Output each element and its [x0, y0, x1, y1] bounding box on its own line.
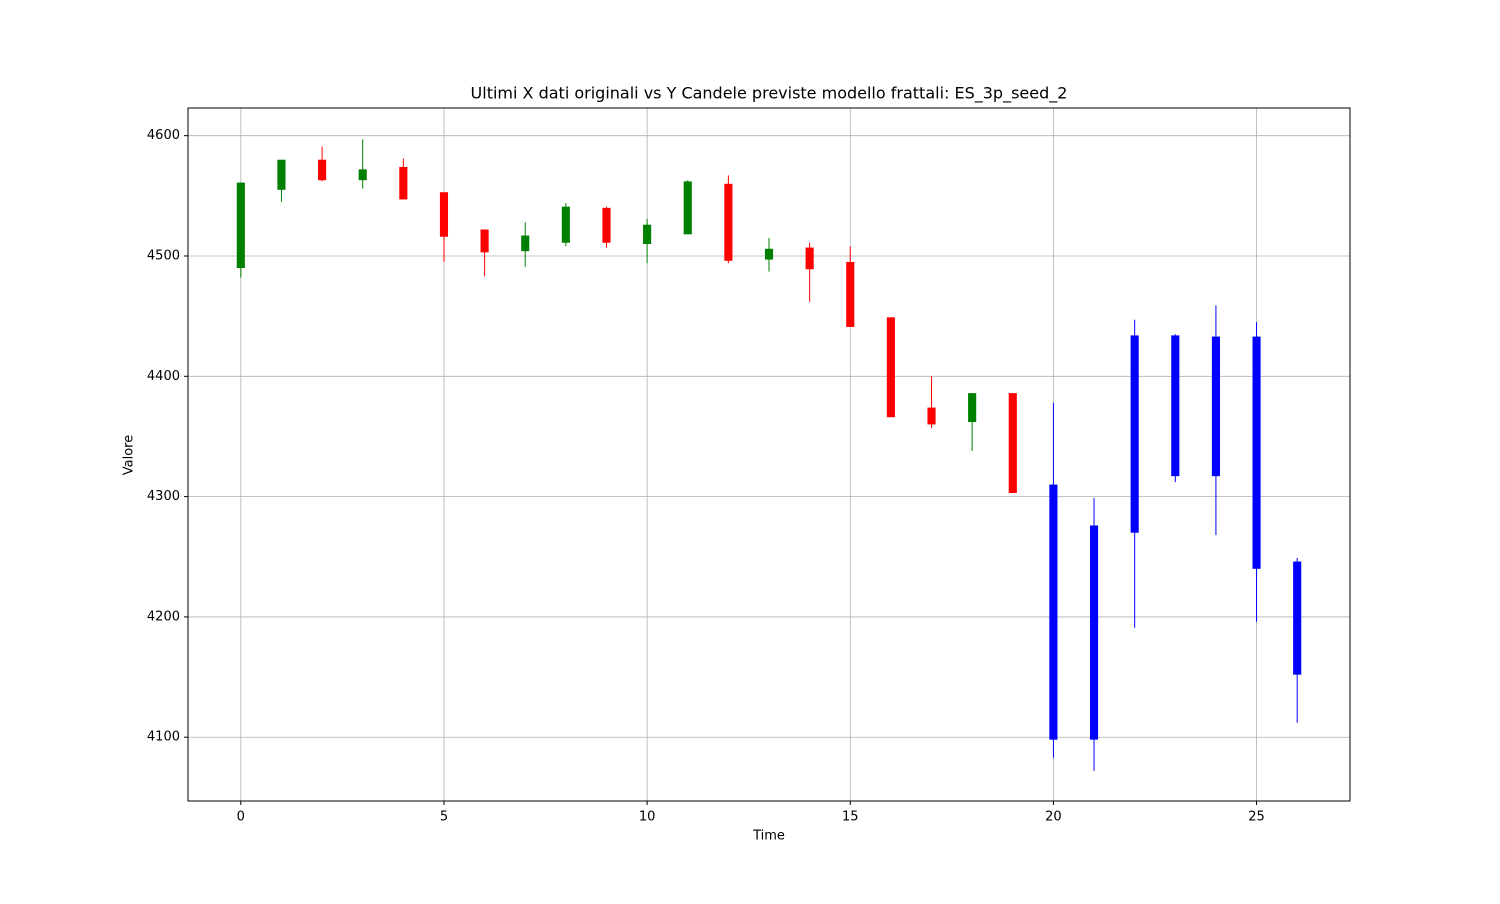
x-tick-label: 20 [1045, 810, 1062, 825]
y-axis-label: Valore [122, 435, 137, 475]
candle-body [602, 207, 611, 243]
candle-body [399, 166, 408, 200]
chart-title: Ultimi X dati originali vs Y Candele pre… [471, 84, 1068, 104]
candle-body [358, 169, 367, 181]
x-axis-label: Time [752, 829, 785, 844]
candle-body [1008, 393, 1017, 493]
candle-body [1089, 525, 1099, 740]
candle-body [1252, 336, 1261, 569]
candle-body [764, 248, 774, 260]
y-tick-label: 4500 [147, 248, 180, 263]
y-tick-label: 4300 [147, 489, 180, 504]
candle-body [1130, 335, 1139, 533]
candle-body [683, 181, 692, 235]
candle-body [724, 183, 733, 261]
candle-body [886, 317, 895, 418]
candle-body [521, 235, 530, 252]
y-tick-label: 4200 [147, 609, 180, 624]
candle-body [480, 229, 489, 253]
candle-body [561, 206, 570, 243]
x-tick-label: 15 [842, 810, 859, 825]
y-tick-label: 4600 [147, 128, 180, 143]
y-tick-label: 4100 [147, 730, 180, 745]
plot-frame [187, 107, 1351, 802]
candle-body [277, 159, 286, 190]
x-tick-label: 5 [440, 810, 448, 825]
candle-body [318, 159, 327, 181]
candle-body [1049, 484, 1058, 740]
candle-body [927, 407, 936, 425]
x-tick-label: 0 [237, 810, 245, 825]
candle-body [236, 182, 245, 269]
candle-body [968, 393, 977, 423]
y-tick-label: 4400 [147, 369, 180, 384]
x-tick-label: 10 [639, 810, 656, 825]
candle-body [439, 192, 449, 237]
candle-body [1211, 336, 1220, 477]
candle-body [846, 262, 855, 327]
candle-body [1171, 335, 1180, 477]
candle-body [643, 224, 652, 244]
x-tick-label: 25 [1248, 810, 1265, 825]
candle-body [805, 247, 814, 270]
candle-body [1293, 561, 1302, 675]
